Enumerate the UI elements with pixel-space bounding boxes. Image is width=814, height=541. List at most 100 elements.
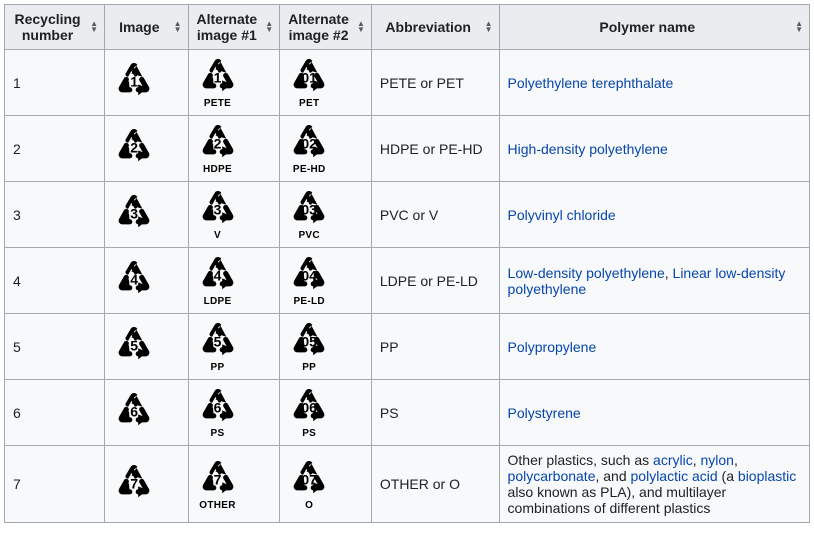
cell-alt2: 07 O (280, 446, 372, 523)
ric-number: 1 (130, 74, 138, 90)
ric-label: PETE (204, 98, 231, 109)
cell-recycling-number: 1 (5, 50, 105, 116)
header-label: Polymer name (599, 19, 695, 35)
link-acrylic[interactable]: acrylic (653, 452, 693, 468)
polymer-link[interactable]: Low-density polyethylene (508, 265, 665, 281)
ric-alt2: 05 PP (288, 320, 330, 373)
ric-number: 05 (301, 334, 317, 350)
cell-recycling-number: 7 (5, 446, 105, 523)
cell-recycling-number: 4 (5, 248, 105, 314)
link-bioplastic[interactable]: bioplastic (738, 468, 796, 484)
ric-alt2: 02 PE-HD (288, 122, 330, 175)
cell-alt2: 03 PVC (280, 182, 372, 248)
cell-image: 3 (105, 182, 188, 248)
cell-polymer: Polystyrene (499, 380, 809, 446)
header-label: Alternate image #2 (288, 11, 349, 43)
cell-alt2: 06 PS (280, 380, 372, 446)
cell-image: 5 (105, 314, 188, 380)
polymer-link[interactable]: Polypropylene (508, 339, 597, 355)
ric-number: 2 (130, 140, 138, 156)
ric-number: 6 (214, 400, 222, 416)
ric-image: 7 (113, 462, 155, 504)
cell-abbr: PETE or PET (371, 50, 499, 116)
header-row: Recycling number ▲▼ Image ▲▼ Alternate i… (5, 5, 810, 50)
ric-number: 7 (214, 471, 222, 487)
header-label: Image (119, 19, 159, 35)
recycling-triangle-icon: 07 (288, 458, 330, 500)
cell-abbr: PS (371, 380, 499, 446)
recycling-triangle-icon: 2 (197, 122, 239, 164)
sort-icon[interactable]: ▲▼ (357, 21, 365, 33)
cell-alt1: 3 V (188, 182, 280, 248)
ric-alt2: 04 PE-LD (288, 254, 330, 307)
table-row: 5 5 5 PP 05 PP PP Polypropylene (5, 314, 810, 380)
ric-label: LDPE (204, 296, 232, 307)
ric-number: 03 (301, 202, 317, 218)
ric-image: 3 (113, 192, 155, 234)
sort-icon[interactable]: ▲▼ (795, 21, 803, 33)
recycling-triangle-icon: 3 (113, 192, 155, 234)
recycling-triangle-icon: 5 (113, 324, 155, 366)
header-label: Abbreviation (385, 19, 471, 35)
table-row: 7 7 7 OTHER 07 O OTHER or O Other plasti… (5, 446, 810, 523)
polymer-link[interactable]: Polystyrene (508, 405, 581, 421)
cell-image: 7 (105, 446, 188, 523)
cell-alt1: 2 HDPE (188, 116, 280, 182)
cell-polymer: Polyethylene terephthalate (499, 50, 809, 116)
cell-image: 1 (105, 50, 188, 116)
recycling-triangle-icon: 7 (197, 458, 239, 500)
ric-image: 5 (113, 324, 155, 366)
ric-number: 5 (130, 338, 138, 354)
ric-alt1: 1 PETE (197, 56, 239, 109)
cell-abbr: HDPE or PE-HD (371, 116, 499, 182)
recycling-triangle-icon: 4 (197, 254, 239, 296)
ric-number: 1 (214, 70, 222, 86)
ric-alt2: 06 PS (288, 386, 330, 439)
header-image[interactable]: Image ▲▼ (105, 5, 188, 50)
ric-number: 4 (130, 272, 138, 288)
recycling-triangle-icon: 3 (197, 188, 239, 230)
cell-recycling-number: 5 (5, 314, 105, 380)
sort-icon[interactable]: ▲▼ (90, 21, 98, 33)
header-label: Recycling number (14, 11, 80, 43)
cell-alt1: 6 PS (188, 380, 280, 446)
ric-alt1: 6 PS (197, 386, 239, 439)
ric-label: V (214, 230, 221, 241)
cell-image: 6 (105, 380, 188, 446)
recycling-triangle-icon: 04 (288, 254, 330, 296)
link-polycarbonate[interactable]: polycarbonate (508, 468, 596, 484)
ric-label: PVC (298, 230, 319, 241)
recycling-triangle-icon: 5 (197, 320, 239, 362)
sort-icon[interactable]: ▲▼ (265, 21, 273, 33)
cell-alt2: 05 PP (280, 314, 372, 380)
cell-abbr: PVC or V (371, 182, 499, 248)
sort-icon[interactable]: ▲▼ (174, 21, 182, 33)
header-alt2[interactable]: Alternate image #2 ▲▼ (280, 5, 372, 50)
ric-number: 07 (301, 471, 317, 487)
recycling-triangle-icon: 1 (197, 56, 239, 98)
table-row: 4 4 4 LDPE 04 PE-LD LDPE or PE-LD Low-de… (5, 248, 810, 314)
ric-label: PP (302, 362, 316, 373)
ric-label: PS (302, 428, 316, 439)
sort-icon[interactable]: ▲▼ (485, 21, 493, 33)
ric-label: HDPE (203, 164, 232, 175)
ric-label: PP (211, 362, 225, 373)
link-polylactic-acid[interactable]: polylactic acid (631, 468, 718, 484)
header-recycling-number[interactable]: Recycling number ▲▼ (5, 5, 105, 50)
polymer-link[interactable]: Polyvinyl chloride (508, 207, 616, 223)
ric-label: PE-HD (293, 164, 326, 175)
cell-alt1: 1 PETE (188, 50, 280, 116)
header-polymer[interactable]: Polymer name ▲▼ (499, 5, 809, 50)
link-nylon[interactable]: nylon (701, 452, 734, 468)
ric-alt2: 07 O (288, 458, 330, 511)
ric-image: 2 (113, 126, 155, 168)
header-alt1[interactable]: Alternate image #1 ▲▼ (188, 5, 280, 50)
polymer-link[interactable]: High-density polyethylene (508, 141, 668, 157)
cell-polymer: High-density polyethylene (499, 116, 809, 182)
ric-number: 04 (301, 268, 317, 284)
recycling-triangle-icon: 01 (288, 56, 330, 98)
header-abbr[interactable]: Abbreviation ▲▼ (371, 5, 499, 50)
polymer-link[interactable]: Polyethylene terephthalate (508, 75, 674, 91)
cell-abbr: PP (371, 314, 499, 380)
recycling-triangle-icon: 06 (288, 386, 330, 428)
